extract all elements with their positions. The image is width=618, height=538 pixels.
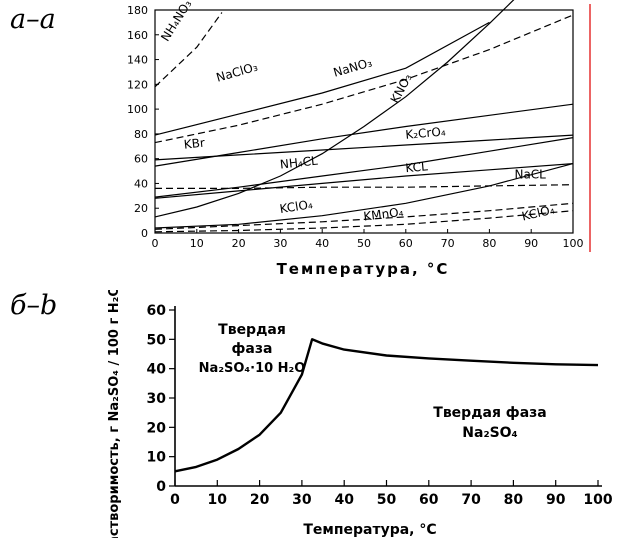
series-line-k2cro4 <box>154 134 574 161</box>
series-line-kmno4 <box>154 202 574 230</box>
x-tick-label-a: 30 <box>273 237 287 250</box>
decahydrate-label-1: Твердая <box>218 322 286 338</box>
y-axis-title-b: Растворимость, г Na₂SO₄ / 100 г H₂O <box>107 290 122 538</box>
axes-b: 0 10 20 30 40 50 60 70 80 90 100 0 10 20 30 40 50 60 <box>147 303 613 508</box>
series-group-b <box>174 338 599 473</box>
series-line-na2so4 <box>174 338 599 473</box>
y-tick-label-b: 60 <box>147 303 167 319</box>
x-tick-label-b: 50 <box>377 492 397 508</box>
y-tick-label-a: 100 <box>127 103 148 116</box>
y-tick-label-a: 20 <box>134 202 148 215</box>
x-tick-label-b: 10 <box>208 492 228 508</box>
y-tick-label-a: 40 <box>134 177 148 190</box>
series-label-naclo3: NaClO₃ <box>215 60 260 85</box>
series-label-kclo4: KClO₄ <box>520 202 556 223</box>
series-line-kno3 <box>154 0 515 218</box>
x-tick-label-b: 90 <box>546 492 566 508</box>
y-tick-label-b: 40 <box>147 362 167 378</box>
x-tick-label-a: 0 <box>152 237 159 250</box>
x-tick-label-b: 30 <box>292 492 312 508</box>
y-tick-label-a: 80 <box>134 128 148 141</box>
x-tick-label-b: 0 <box>170 492 180 508</box>
y-tick-label-b: 10 <box>147 450 167 466</box>
x-tick-label-a: 10 <box>190 237 204 250</box>
x-tick-label-b: 40 <box>334 492 354 508</box>
solubility-chart-sodium-sulfate: 0 10 20 30 40 50 60 70 80 90 100 0 10 20 30 40 50 60 Раст… <box>107 290 613 538</box>
series-line-nano3 <box>154 14 574 144</box>
series-line-kclo4 <box>154 210 574 233</box>
x-tick-label-b: 70 <box>461 492 481 508</box>
x-tick-label-b: 100 <box>583 492 612 508</box>
x-tick-label-a: 60 <box>399 237 413 250</box>
plot-frame-a <box>154 9 574 234</box>
x-tick-label-a: 90 <box>524 237 538 250</box>
y-tick-label-b: 50 <box>147 332 167 348</box>
series-label-nh4no3: NH₄NO₃ <box>158 0 194 44</box>
series-line-kclo3 <box>154 163 574 229</box>
x-tick-label-a: 40 <box>315 237 329 250</box>
series-label-kno3: KNO₃ <box>388 71 415 105</box>
series-line-nh4no3 <box>154 12 223 88</box>
y-tick-label-b: 0 <box>156 479 166 495</box>
series-line-nh4cl <box>154 137 574 198</box>
series-group-a <box>154 0 574 233</box>
x-axis-title-a: Температура, °С <box>277 260 450 278</box>
series-line-naclo3 <box>154 21 490 136</box>
x-tick-label-a: 50 <box>357 237 371 250</box>
y-tick-label-a: 180 <box>127 4 148 17</box>
y-tick-label-b: 30 <box>147 391 167 407</box>
series-label-k2cro4: K₂CrO₄ <box>405 124 447 141</box>
panel-label-a: а–а <box>10 4 56 35</box>
series-line-kbr <box>154 103 574 167</box>
anhydrous-label-2: Na₂SO₄ <box>462 425 517 441</box>
series-line-kcl <box>154 163 574 199</box>
y-tick-label-a: 160 <box>127 29 148 42</box>
y-tick-label-a: 0 <box>141 227 148 240</box>
series-label-kclo3: KClO₄ <box>279 197 314 216</box>
y-tick-label-a: 140 <box>127 54 148 67</box>
x-tick-label-b: 80 <box>504 492 524 508</box>
x-tick-label-a: 100 <box>563 237 584 250</box>
series-label-kbr: KBr <box>183 136 205 152</box>
series-line-nacl <box>155 184 574 189</box>
x-tick-label-a: 70 <box>441 237 455 250</box>
solubility-chart-salts: 0 10 20 30 40 50 60 70 80 90 100 0 20 40 60 80 100 120 140… <box>127 0 591 278</box>
series-label-kmno4: KMnO₄ <box>363 205 405 224</box>
series-label-nh4cl: NH₄CL <box>279 154 318 172</box>
x-tick-label-a: 20 <box>232 237 246 250</box>
anhydrous-label-1: Твердая фаза <box>433 405 546 421</box>
y-tick-label-a: 60 <box>134 153 148 166</box>
x-tick-label-b: 60 <box>419 492 439 508</box>
axes-a: 0 10 20 30 40 50 60 70 80 90 100 0 20 40 60 80 100 120 140… <box>127 4 584 250</box>
series-label-nacl: NaCL <box>514 167 546 181</box>
x-tick-label-a: 80 <box>482 237 496 250</box>
y-tick-label-b: 20 <box>147 420 167 436</box>
x-tick-label-b: 20 <box>250 492 270 508</box>
panel-label-b: б–b <box>10 290 58 321</box>
series-label-kcl: KCL <box>405 159 429 175</box>
decahydrate-label-3: Na₂SO₄·10 H₂O <box>199 361 306 376</box>
decahydrate-label-2: фаза <box>232 341 273 357</box>
series-label-nano3: NaNO₃ <box>332 55 374 79</box>
x-axis-title-b: Температура, °С <box>303 522 436 538</box>
y-tick-label-a: 120 <box>127 78 148 91</box>
